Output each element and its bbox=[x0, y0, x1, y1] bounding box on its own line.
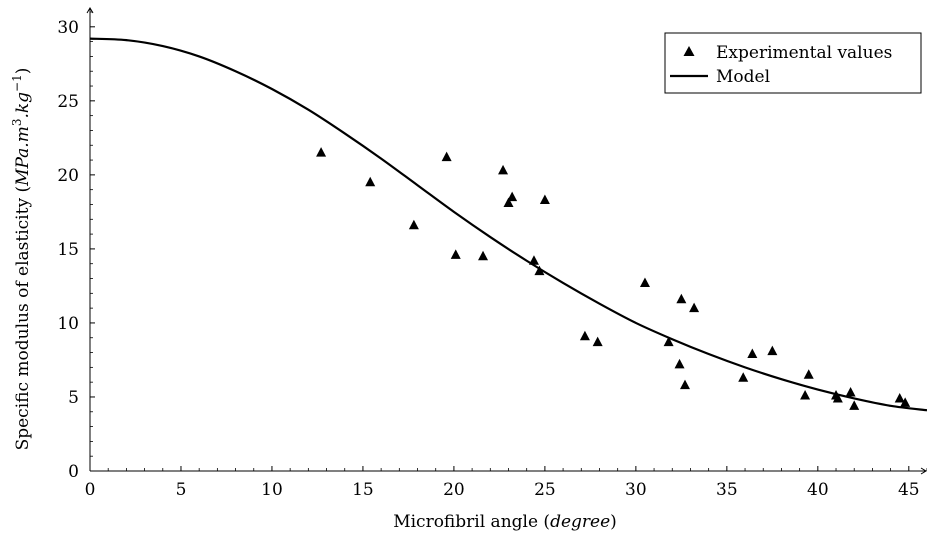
experimental-point-marker bbox=[639, 277, 650, 287]
experimental-point-marker bbox=[539, 194, 550, 205]
y-tick-label: 0 bbox=[68, 462, 79, 482]
experimental-point-marker bbox=[747, 348, 758, 359]
experimental-point-marker bbox=[441, 151, 452, 162]
experimental-point-marker bbox=[592, 336, 603, 347]
x-axis-title: Microfibril angle (degree) bbox=[393, 512, 617, 532]
y-axis-title: Specific modulus of elasticity (MPa.m3.k… bbox=[10, 68, 33, 451]
legend-label-experimental: Experimental values bbox=[716, 43, 892, 63]
experimental-point-marker bbox=[316, 147, 327, 157]
legend: Experimental values Model bbox=[664, 32, 922, 94]
y-axis-tick-labels: 0 5 10 15 20 25 30 bbox=[57, 18, 79, 482]
legend-label-model: Model bbox=[716, 67, 770, 87]
x-tick-label: 15 bbox=[352, 480, 374, 500]
experimental-point-marker bbox=[507, 191, 518, 202]
experimental-point-marker bbox=[803, 369, 814, 379]
y-tick-label: 5 bbox=[68, 388, 79, 408]
x-tick-label: 0 bbox=[85, 480, 96, 500]
experimental-point-marker bbox=[689, 302, 700, 313]
experimental-point-marker bbox=[503, 197, 514, 208]
x-tick-label: 35 bbox=[716, 480, 738, 500]
legend-triangle-marker-icon bbox=[683, 46, 695, 56]
x-tick-label: 40 bbox=[807, 480, 829, 500]
experimental-point-marker bbox=[498, 164, 509, 175]
legend-box bbox=[664, 32, 922, 94]
y-tick-label: 25 bbox=[57, 92, 79, 112]
experimental-series-markers bbox=[316, 147, 911, 410]
model-series-line bbox=[89, 37, 927, 412]
experimental-point-marker bbox=[738, 372, 749, 382]
experimental-point-marker bbox=[579, 330, 590, 341]
y-tick-label: 10 bbox=[57, 314, 79, 334]
y-axis-ticks bbox=[90, 11, 95, 472]
y-tick-label: 15 bbox=[57, 240, 79, 260]
experimental-point-marker bbox=[663, 336, 674, 347]
experimental-point-marker bbox=[900, 397, 911, 407]
experimental-point-marker bbox=[767, 345, 778, 356]
x-tick-label: 20 bbox=[443, 480, 465, 500]
y-tick-label: 30 bbox=[57, 18, 79, 38]
x-tick-label: 45 bbox=[898, 480, 920, 500]
experimental-point-marker bbox=[528, 255, 539, 265]
x-tick-label: 25 bbox=[534, 480, 556, 500]
x-axis-ticks bbox=[89, 466, 927, 471]
experimental-point-marker bbox=[478, 250, 489, 261]
x-tick-label: 5 bbox=[176, 480, 187, 500]
x-tick-label: 30 bbox=[625, 480, 647, 500]
y-axis-arrow-icon bbox=[86, 7, 94, 14]
experimental-point-marker bbox=[800, 389, 811, 400]
x-tick-label: 10 bbox=[261, 480, 283, 500]
experimental-point-marker bbox=[365, 176, 376, 187]
experimental-point-marker bbox=[894, 392, 905, 403]
experimental-point-marker bbox=[408, 219, 419, 230]
experimental-point-marker bbox=[676, 293, 687, 304]
experimental-point-marker bbox=[679, 379, 690, 390]
x-axis-tick-labels: 0 5 10 15 20 25 30 35 40 45 bbox=[85, 480, 920, 500]
plot-area: 0 5 10 15 20 25 30 35 40 45 0 5 10 15 20 25 30 bbox=[57, 7, 927, 500]
experimental-point-marker bbox=[845, 387, 856, 397]
experimental-point-marker bbox=[849, 400, 860, 410]
experimental-point-marker bbox=[450, 249, 461, 259]
x-axis-arrow-icon bbox=[920, 467, 927, 475]
experimental-point-marker bbox=[674, 358, 685, 369]
experimental-point-marker bbox=[832, 392, 843, 403]
y-tick-label: 20 bbox=[57, 166, 79, 186]
experimental-point-marker bbox=[534, 265, 545, 276]
